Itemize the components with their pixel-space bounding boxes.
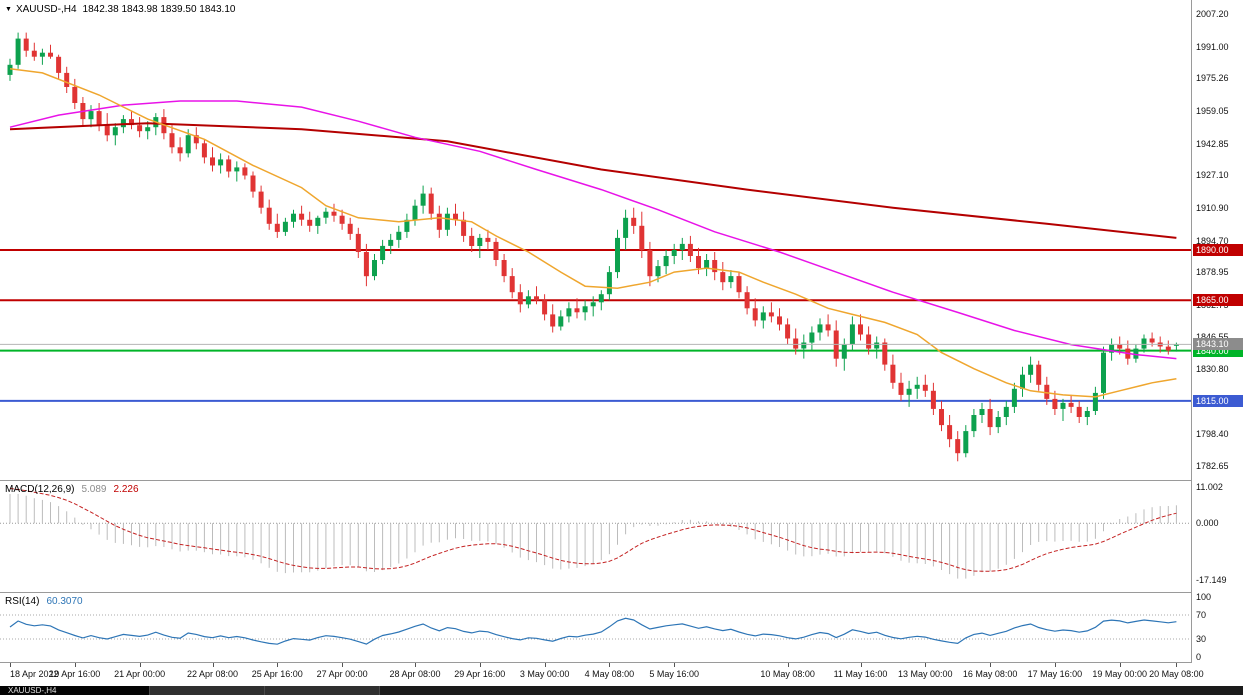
- time-axis-label: 10 May 08:00: [760, 669, 815, 679]
- time-axis-tick: [787, 663, 789, 667]
- macd-label: MACD(12,26,9) 5.089 2.226: [5, 484, 139, 495]
- time-axis-label: 3 May 00:00: [519, 669, 570, 679]
- price-axis-label: 1878.95: [1196, 267, 1229, 278]
- time-axis-label: 5 May 16:00: [649, 669, 699, 679]
- panel-separator: [0, 662, 1243, 663]
- rsi-axis-label: 30: [1196, 634, 1207, 644]
- time-axis-label: 25 Apr 16:00: [251, 669, 303, 679]
- time-axis-tick: [212, 663, 214, 667]
- symbol-timeframe-label: XAUUSD-,H4: [15, 4, 77, 15]
- time-axis-tick: [415, 663, 416, 667]
- chart-title: ▼ XAUUSD-,H4 1842.38 1843.98 1839.50 1843.…: [5, 4, 235, 15]
- time-axis-tick: [74, 663, 76, 667]
- chart-tab[interactable]: [150, 686, 265, 695]
- time-axis-label: 16 May 08:00: [962, 669, 1018, 679]
- price-axis-label: 2007.20: [1196, 9, 1229, 20]
- time-axis-tick: [277, 663, 279, 667]
- price-axis-label: 1894.70: [1196, 235, 1229, 246]
- time-axis-tick: [925, 663, 927, 667]
- candles: [7, 32, 1179, 462]
- time-axis-tick: [674, 663, 676, 667]
- time-axis-tick: [860, 663, 862, 667]
- time-axis-label: 18 Apr 2022: [10, 669, 59, 679]
- time-axis-tick: [342, 663, 344, 667]
- time-axis-tick: [479, 663, 481, 667]
- time-axis-label: 20 May 08:00: [1149, 669, 1204, 679]
- ma-slow-red: [9, 122, 1177, 239]
- chart-tab[interactable]: [265, 686, 380, 695]
- time-axis-tick: [139, 663, 141, 667]
- time-axis-tick: [990, 663, 992, 667]
- macd-name: MACD(12,26,9): [5, 484, 75, 495]
- price-axis-label: 1830.80: [1196, 364, 1229, 375]
- chart-menu-icon[interactable]: ▼: [5, 6, 12, 13]
- time-axis-label: 22 Apr 08:00: [186, 669, 239, 679]
- price-axis-label: 1959.05: [1196, 105, 1229, 116]
- macd-indicator-canvas[interactable]: [0, 481, 1191, 592]
- time-axis-label: 19 May 00:00: [1092, 669, 1147, 679]
- price-axis-label: 1991.00: [1196, 41, 1229, 52]
- ma-medium-magenta: [9, 100, 1177, 360]
- current-price-tag: 1843.10: [1193, 338, 1243, 351]
- price-tag-1890.00: 1890.00: [1193, 243, 1243, 256]
- time-axis-label: 11 May 16:00: [833, 669, 888, 679]
- time-axis-tick: [1119, 663, 1121, 667]
- rsi-name: RSI(14): [5, 596, 40, 607]
- macd-axis-label: 0.000: [1196, 518, 1219, 529]
- price-axis-label: 1975.26: [1196, 73, 1229, 84]
- price-axis-label: 1927.10: [1196, 170, 1229, 181]
- price-axis-label: 1798.40: [1196, 429, 1229, 440]
- macd-main-value: 5.089: [81, 484, 107, 495]
- rsi-axis-label: 0: [1196, 652, 1202, 662]
- macd-signal-value: 2.226: [113, 484, 139, 495]
- chart-tab-bar: XAUUSD-,H4: [0, 686, 1243, 695]
- time-axis-label: 29 Apr 16:00: [454, 669, 506, 679]
- time-axis-tick: [10, 663, 11, 667]
- rsi-line: [9, 617, 1177, 645]
- price-chart-canvas[interactable]: [0, 0, 1191, 480]
- ohlc-values: 1842.38 1843.98 1839.50 1843.10: [82, 4, 236, 15]
- macd-axis-label: 11.002: [1196, 481, 1223, 492]
- time-axis-label: 17 May 16:00: [1027, 669, 1083, 679]
- time-axis[interactable]: 18 Apr 2022 19 Apr 16:00 21 Apr 00:00 22 Ap…: [0, 663, 1243, 686]
- price-scale[interactable]: 2007.20 1991.00 1975.26 1959.05 1942.85 1927.…: [1191, 0, 1243, 663]
- rsi-axis-label: 100: [1196, 592, 1212, 602]
- price-axis-label: 1782.65: [1196, 461, 1229, 471]
- price-axis-label: 1846.55: [1196, 332, 1229, 342]
- rsi-value: 60.3070: [46, 596, 83, 607]
- time-axis-label: 4 May 08:00: [584, 669, 635, 679]
- price-axis-label: 1910.90: [1196, 202, 1229, 213]
- panel-separator[interactable]: [0, 480, 1243, 481]
- rsi-label: RSI(14) 60.3070: [5, 596, 83, 607]
- macd-histogram: [9, 493, 1177, 579]
- time-axis-tick: [544, 663, 546, 667]
- time-axis-tick: [1176, 663, 1178, 667]
- time-axis-label: 28 Apr 08:00: [389, 669, 441, 679]
- rsi-axis-label: 70: [1196, 610, 1207, 620]
- macd-signal-line: [9, 487, 1177, 572]
- time-axis-label: 27 Apr 00:00: [316, 669, 368, 679]
- panel-separator[interactable]: [0, 592, 1243, 593]
- time-axis-label: 21 Apr 00:00: [114, 669, 166, 679]
- time-axis-tick: [1054, 663, 1056, 667]
- chart-tab-active[interactable]: XAUUSD-,H4: [0, 686, 150, 695]
- time-axis-label: 13 May 00:00: [898, 669, 953, 679]
- time-axis-label: 19 Apr 16:00: [49, 669, 101, 679]
- rsi-indicator-canvas[interactable]: [0, 593, 1191, 662]
- price-axis-label: 1942.85: [1196, 138, 1229, 149]
- macd-axis-label: -17.149: [1196, 574, 1227, 585]
- price-tag-1815.00: 1815.00: [1193, 394, 1243, 407]
- price-tag-1865.00: 1865.00: [1193, 294, 1243, 307]
- ma-fast-orange: [9, 68, 1177, 398]
- time-axis-tick: [609, 663, 611, 667]
